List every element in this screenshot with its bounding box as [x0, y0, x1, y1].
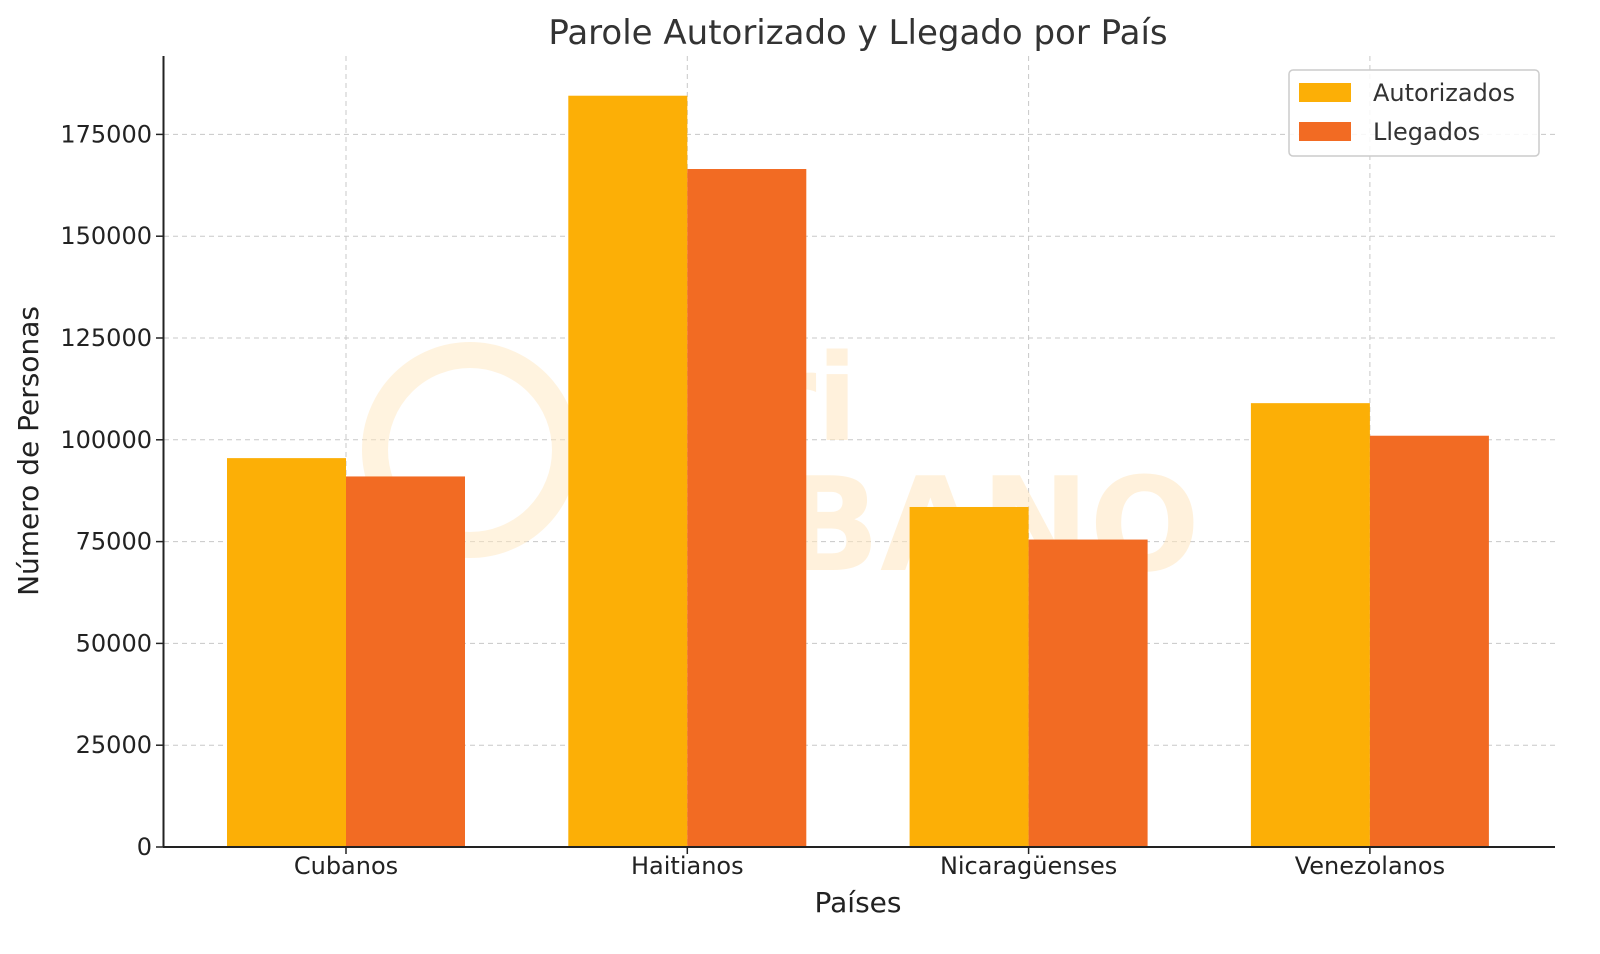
- y-tick-label: 125000: [60, 324, 152, 352]
- x-tick-label: Venezolanos: [1295, 852, 1445, 880]
- bar-llegados-cubanos: [346, 476, 465, 847]
- bar-llegados-haitianos: [687, 169, 807, 848]
- bars: [227, 95, 1489, 848]
- bar-llegados-nicaragüenses: [1028, 539, 1148, 847]
- axes: [162, 56, 1555, 848]
- legend: Autorizados Llegados: [1288, 69, 1540, 157]
- y-tick-label: 150000: [60, 222, 152, 250]
- bar-autorizados-cubanos: [227, 458, 346, 847]
- legend-label-llegados: Llegados: [1373, 118, 1480, 146]
- bar-autorizados-haitianos: [568, 95, 688, 847]
- chart-title: Parole Autorizado y Llegado por País: [548, 13, 1167, 53]
- legend-label-autorizados: Autorizados: [1373, 79, 1515, 107]
- bar-llegados-venezolanos: [1369, 435, 1489, 847]
- legend-swatch-llegados: [1299, 122, 1351, 141]
- x-axis-title: Países: [815, 886, 902, 919]
- legend-swatch-autorizados: [1299, 83, 1351, 102]
- x-tick-label: Nicaragüenses: [940, 852, 1117, 880]
- legend-box: [1288, 69, 1540, 157]
- y-tick-label: 175000: [60, 120, 152, 148]
- y-tick-label: 0: [137, 833, 152, 861]
- y-axis-ticks: 0 25000 50000 75000 100000 125000 150000 175000: [60, 120, 164, 861]
- x-axis-ticks: Cubanos Haitianos Nicaragüenses Venezolanos: [294, 847, 1445, 880]
- y-tick-label: 75000: [76, 528, 152, 556]
- bar-autorizados-nicaragüenses: [909, 506, 1029, 847]
- y-tick-label: 25000: [76, 731, 152, 759]
- watermark-logo-ring: [362, 342, 578, 558]
- bar-autorizados-venezolanos: [1250, 403, 1370, 847]
- y-tick-label: 50000: [76, 629, 152, 657]
- x-tick-label: Haitianos: [631, 852, 744, 880]
- y-axis-title: Número de Personas: [12, 306, 45, 596]
- x-tick-label: Cubanos: [294, 852, 398, 880]
- y-tick-label: 100000: [60, 426, 152, 454]
